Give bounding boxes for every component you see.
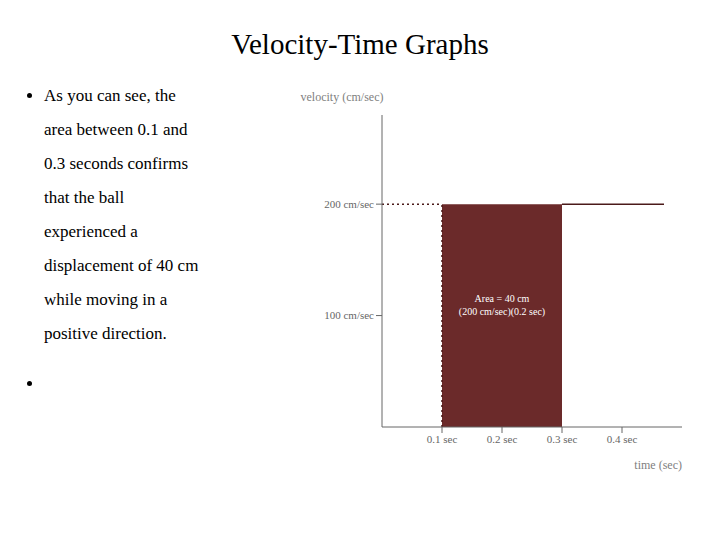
html-text:positive direction.: positive direction. [44, 324, 167, 343]
svg-text:Area = 40 cm(200 cm/sec)(0.2 s: Area = 40 cm(200 cm/sec)(0.2 sec) [459, 292, 545, 317]
svg-text:0.4 sec: 0.4 sec [607, 433, 638, 445]
html-text:while moving in a: while moving in a [44, 290, 168, 309]
svg-text:time (sec): time (sec) [634, 458, 682, 472]
svg-text:100 cm/sec: 100 cm/sec [324, 309, 374, 321]
svg-text:0.2 sec: 0.2 sec [487, 433, 518, 445]
html-text:0.3 seconds confirms: 0.3 seconds confirms [44, 154, 188, 173]
svg-text:200 cm/sec: 200 cm/sec [324, 198, 374, 210]
svg-text:velocity (cm/sec): velocity (cm/sec) [301, 90, 384, 104]
html-text:that the ball: that the ball [44, 188, 125, 207]
html-text:As you can see, the: As you can see, the [44, 86, 176, 105]
html-text:displacement of 40 cm: displacement of 40 cm [44, 256, 199, 275]
html-text:experienced a: experienced a [44, 222, 138, 241]
html-text:area between 0.1 and: area between 0.1 and [44, 120, 188, 139]
svg-text:0.1 sec: 0.1 sec [427, 433, 458, 445]
html-text:Velocity-Time Graphs: Velocity-Time Graphs [231, 28, 489, 60]
svg-text:0.3 sec: 0.3 sec [547, 433, 578, 445]
